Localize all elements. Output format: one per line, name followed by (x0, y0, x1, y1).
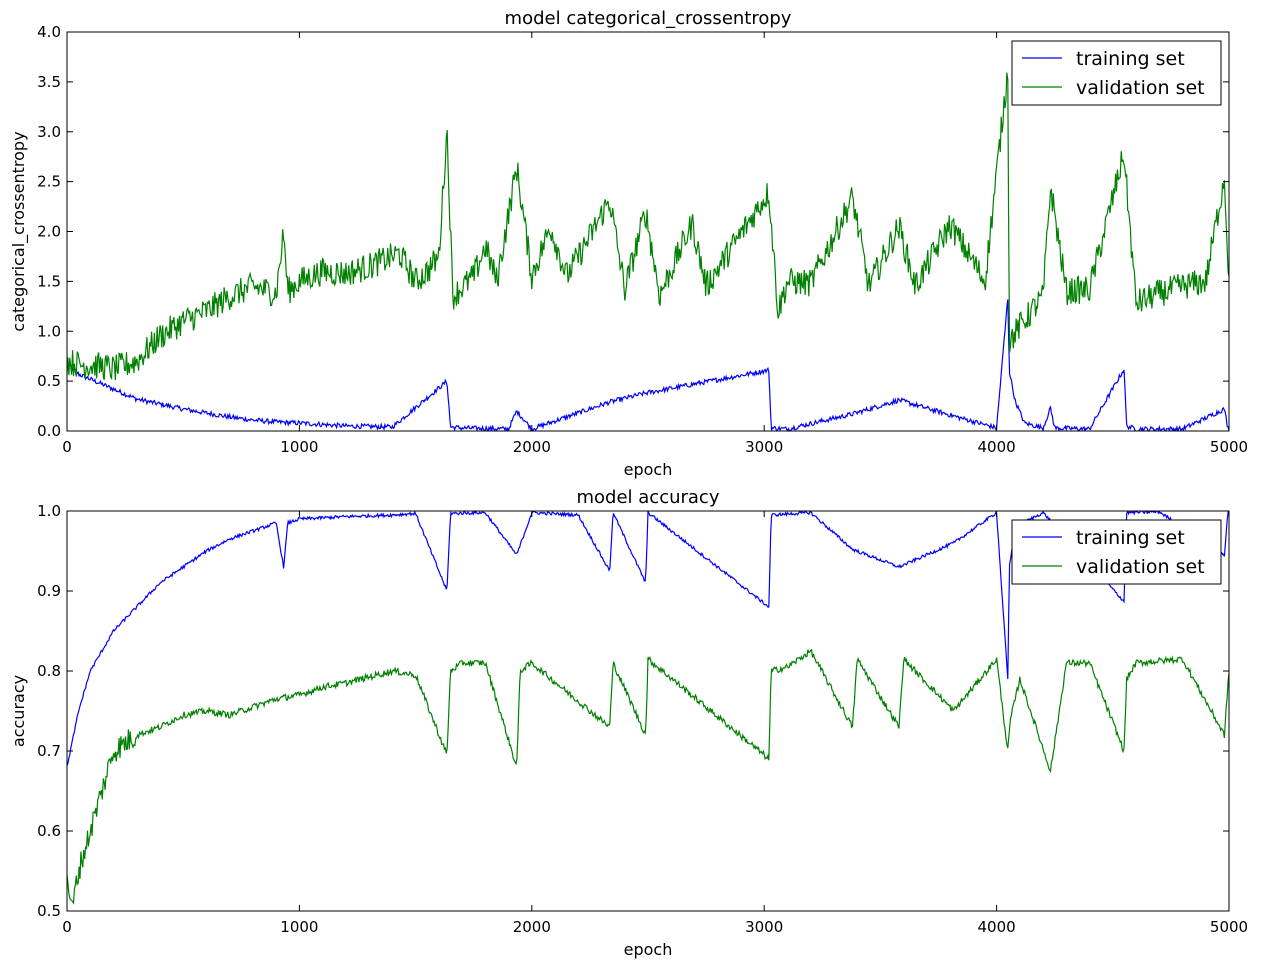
y-tick-label: 1.0 (37, 322, 61, 340)
legend-label-training: training set (1076, 48, 1185, 70)
loss-plot: 0 1000 2000 3000 4000 5000 0.0 0.5 1.0 1.5 2.0 2.5 3… (9, 8, 1248, 479)
x-tick-label: 3000 (745, 438, 783, 456)
series-line-validation (67, 72, 1229, 381)
legend-label-validation: validation set (1076, 77, 1205, 99)
y-tick-label: 0.7 (37, 742, 61, 760)
y-tick-label: 3.0 (37, 123, 61, 141)
x-tick-label: 5000 (1210, 918, 1248, 936)
x-tick-label: 5000 (1210, 438, 1248, 456)
legend-label-training: training set (1076, 527, 1185, 549)
x-tick-label: 4000 (978, 438, 1016, 456)
y-tick-label: 0.6 (37, 822, 61, 840)
y-tick-label: 0.9 (37, 582, 61, 600)
y-tick-label: 2.0 (37, 223, 61, 241)
axes-frame (66, 510, 1230, 912)
y-tick-label: 0.8 (37, 662, 61, 680)
accuracy-plot: 0 1000 2000 3000 4000 5000 0.5 0.6 0.7 0.8 0.9 1.0 m… (9, 487, 1248, 959)
x-tick-label: 0 (62, 438, 72, 456)
y-tick-label: 2.5 (37, 173, 61, 191)
y-tick-label: 1.5 (37, 272, 61, 290)
y-axis-label: accuracy (9, 675, 28, 747)
legend: training set validation set (1011, 519, 1222, 585)
y-axis-label: categorical_crossentropy (9, 131, 29, 331)
series-line-training (67, 299, 1229, 431)
y-tick-label: 3.5 (37, 73, 61, 91)
chart-title: model categorical_crossentropy (505, 8, 792, 29)
x-tick-label: 4000 (978, 918, 1016, 936)
x-tick-label: 2000 (513, 438, 551, 456)
x-tick-label: 0 (62, 918, 72, 936)
x-tick-label: 1000 (280, 438, 318, 456)
legend-box (1011, 519, 1222, 585)
legend: training set validation set (1011, 40, 1222, 106)
x-tick-label: 1000 (280, 918, 318, 936)
x-tick-label: 3000 (745, 918, 783, 936)
y-tick-label: 0.5 (37, 902, 61, 920)
legend-box (1011, 40, 1222, 106)
x-axis-label: epoch (624, 940, 673, 959)
legend-label-validation: validation set (1076, 556, 1205, 578)
chart-title: model accuracy (577, 487, 720, 508)
y-tick-label: 0.0 (37, 422, 61, 440)
y-tick-label: 4.0 (37, 23, 61, 41)
x-tick-label: 2000 (513, 918, 551, 936)
y-tick-label: 1.0 (37, 502, 61, 520)
x-axis-label: epoch (624, 460, 673, 479)
y-tick-label: 0.5 (37, 372, 61, 390)
series-line-validation (67, 648, 1229, 905)
